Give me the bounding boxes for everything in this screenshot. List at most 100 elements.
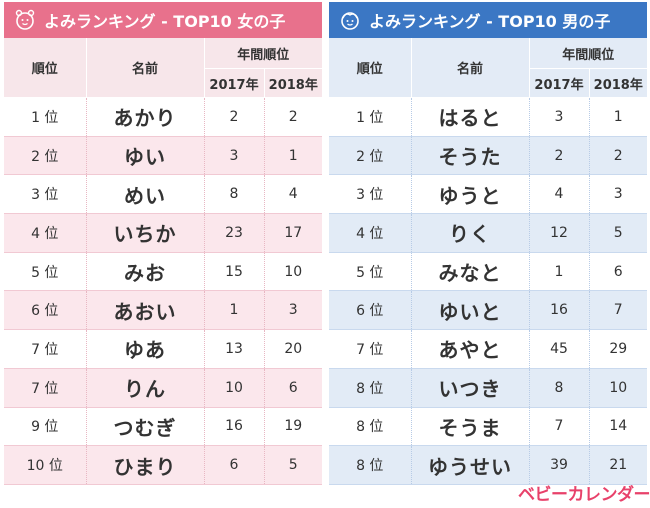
rank-2018-cell: 20 bbox=[264, 329, 323, 369]
boys-ranking-panel: よみランキング - TOP10 男の子 順位 名前 年間順位 2017年 201… bbox=[329, 2, 648, 485]
table-row: 3 位めい 8 4 bbox=[4, 174, 323, 215]
rank-2018-cell: 10 bbox=[589, 368, 648, 408]
rank-cell: 8 位 bbox=[329, 368, 412, 408]
rank-cell: 4 位 bbox=[4, 213, 87, 253]
table-row: 1 位はると 3 1 bbox=[329, 97, 648, 137]
name-cell: つむぎ bbox=[86, 407, 205, 447]
name-cell: ゆうと bbox=[411, 174, 530, 215]
table-row: 2 位ゆい 3 1 bbox=[4, 136, 323, 176]
rank-cell: 8 位 bbox=[329, 445, 412, 485]
table-row: 6 位あおい 1 3 bbox=[4, 290, 323, 331]
name-cell: そうま bbox=[411, 407, 530, 447]
rank-2017-cell: 4 bbox=[529, 174, 590, 215]
table-row: 8 位そうま 7 14 bbox=[329, 407, 648, 447]
rank-2018-cell: 1 bbox=[264, 136, 323, 176]
rank-2018-cell: 19 bbox=[264, 407, 323, 447]
table-row: 2 位そうた 2 2 bbox=[329, 136, 648, 176]
rank-cell: 9 位 bbox=[4, 407, 87, 447]
boys-panel-title: よみランキング - TOP10 男の子 bbox=[369, 12, 611, 31]
rank-cell: 3 位 bbox=[4, 174, 87, 215]
rank-cell: 6 位 bbox=[329, 290, 412, 331]
rank-2018-cell: 29 bbox=[589, 329, 648, 369]
table-row: 7 位りん 10 6 bbox=[4, 368, 323, 408]
rank-2017-cell: 10 bbox=[204, 368, 265, 408]
rank-cell: 7 位 bbox=[4, 368, 87, 408]
boys-col-name: 名前 bbox=[411, 38, 530, 98]
boys-table-body: 1 位はると 3 1 2 位そうた 2 2 3 位ゆうと 4 3 4 位りく 12 5 5 位みなと 1 6… bbox=[329, 97, 648, 485]
rank-cell: 7 位 bbox=[4, 329, 87, 369]
rank-cell: 5 位 bbox=[4, 252, 87, 292]
girls-panel-header: よみランキング - TOP10 女の子 bbox=[4, 2, 322, 38]
boy-face-icon bbox=[341, 12, 359, 30]
rank-2017-cell: 23 bbox=[204, 213, 265, 253]
rank-2017-cell: 8 bbox=[529, 368, 590, 408]
rank-2017-cell: 13 bbox=[204, 329, 265, 369]
boys-col-2017: 2017年 bbox=[529, 68, 590, 98]
rank-2018-cell: 17 bbox=[264, 213, 323, 253]
table-row: 7 位ゆあ 13 20 bbox=[4, 329, 323, 369]
girl-face-icon bbox=[15, 9, 35, 30]
table-row: 4 位りく 12 5 bbox=[329, 213, 648, 253]
rank-2018-cell: 2 bbox=[589, 136, 648, 176]
rank-2018-cell: 5 bbox=[589, 213, 648, 253]
name-cell: あおい bbox=[86, 290, 205, 331]
name-cell: ゆうせい bbox=[411, 445, 530, 485]
rank-2017-cell: 15 bbox=[204, 252, 265, 292]
rank-2017-cell: 1 bbox=[529, 252, 590, 292]
table-row: 4 位いちか 23 17 bbox=[4, 213, 323, 253]
rank-2018-cell: 4 bbox=[264, 174, 323, 215]
name-cell: あやと bbox=[411, 329, 530, 369]
table-row: 1 位あかり 2 2 bbox=[4, 97, 323, 137]
girls-table-body: 1 位あかり 2 2 2 位ゆい 3 1 3 位めい 8 4 4 位いちか 23 17 5 位みお 15 1… bbox=[4, 97, 323, 485]
brand-logo: ベビーカレンダー bbox=[518, 485, 650, 505]
rank-2018-cell: 1 bbox=[589, 97, 648, 137]
rank-2017-cell: 16 bbox=[529, 290, 590, 331]
table-row: 9 位つむぎ 16 19 bbox=[4, 407, 323, 447]
rank-2018-cell: 3 bbox=[589, 174, 648, 215]
rank-2018-cell: 6 bbox=[589, 252, 648, 292]
girls-col-yearly: 年間順位 bbox=[204, 38, 323, 69]
rank-2017-cell: 16 bbox=[204, 407, 265, 447]
girls-col-rank: 順位 bbox=[4, 38, 87, 98]
table-row: 5 位みお 15 10 bbox=[4, 252, 323, 292]
rank-2017-cell: 3 bbox=[204, 136, 265, 176]
name-cell: りん bbox=[86, 368, 205, 408]
rank-cell: 6 位 bbox=[4, 290, 87, 331]
boys-col-rank: 順位 bbox=[329, 38, 412, 98]
rank-cell: 8 位 bbox=[329, 407, 412, 447]
rank-cell: 1 位 bbox=[4, 97, 87, 137]
table-row: 6 位ゆいと 16 7 bbox=[329, 290, 648, 331]
rank-2018-cell: 10 bbox=[264, 252, 323, 292]
rank-2017-cell: 2 bbox=[529, 136, 590, 176]
rank-cell: 7 位 bbox=[329, 329, 412, 369]
name-cell: ひまり bbox=[86, 445, 205, 485]
name-cell: みお bbox=[86, 252, 205, 292]
girls-col-2017: 2017年 bbox=[204, 68, 265, 98]
rank-cell: 5 位 bbox=[329, 252, 412, 292]
table-row: 8 位いつき 8 10 bbox=[329, 368, 648, 408]
rank-2017-cell: 3 bbox=[529, 97, 590, 137]
name-cell: あかり bbox=[86, 97, 205, 137]
rank-2017-cell: 7 bbox=[529, 407, 590, 447]
rank-2018-cell: 14 bbox=[589, 407, 648, 447]
name-cell: はると bbox=[411, 97, 530, 137]
rank-cell: 2 位 bbox=[4, 136, 87, 176]
table-row: 10 位ひまり 6 5 bbox=[4, 445, 323, 485]
rank-2017-cell: 12 bbox=[529, 213, 590, 253]
boys-panel-header: よみランキング - TOP10 男の子 bbox=[329, 2, 647, 38]
rank-2018-cell: 3 bbox=[264, 290, 323, 331]
rank-cell: 3 位 bbox=[329, 174, 412, 215]
table-row: 5 位みなと 1 6 bbox=[329, 252, 648, 292]
rank-2018-cell: 2 bbox=[264, 97, 323, 137]
girls-col-2018: 2018年 bbox=[264, 68, 323, 98]
rank-2017-cell: 6 bbox=[204, 445, 265, 485]
rank-2017-cell: 2 bbox=[204, 97, 265, 137]
rank-2018-cell: 5 bbox=[264, 445, 323, 485]
table-row: 8 位ゆうせい 39 21 bbox=[329, 445, 648, 485]
boys-col-2018: 2018年 bbox=[589, 68, 648, 98]
boys-ranking-table: 順位 名前 年間順位 2017年 2018年 1 位はると 3 1 2 位そうた 2 2 3… bbox=[329, 38, 648, 485]
rank-2018-cell: 21 bbox=[589, 445, 648, 485]
rank-cell: 2 位 bbox=[329, 136, 412, 176]
girls-ranking-table: 順位 名前 年間順位 2017年 2018年 1 位あかり 2 2 2 位ゆい 3 1 3 … bbox=[4, 38, 323, 485]
name-cell: ゆい bbox=[86, 136, 205, 176]
